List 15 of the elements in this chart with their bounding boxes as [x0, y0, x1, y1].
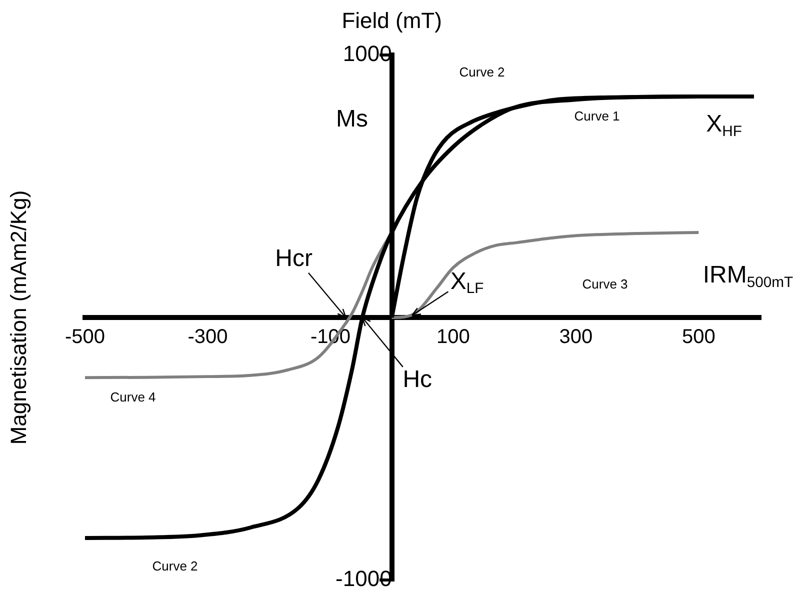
x-tick-label: -500 — [64, 326, 106, 348]
annotation: Curve 4 — [110, 390, 156, 405]
x-tick-label: 100 — [436, 326, 470, 348]
annotation: Curve 1 — [574, 108, 620, 124]
x-tick-label: 500 — [682, 326, 716, 348]
x-tick-label: -300 — [188, 326, 228, 348]
annotation: Hcr — [275, 245, 312, 272]
x-axis-title: Field (mT) — [342, 8, 442, 34]
annotation: Curve 2 — [152, 558, 198, 574]
annotation: Hc — [402, 366, 432, 394]
annotation: Curve 3 — [582, 276, 628, 292]
annotation: Curve 2 — [459, 64, 505, 80]
x-tick-label: 300 — [559, 326, 593, 348]
annotation: Ms — [336, 106, 368, 133]
y-axis-title: Magnetisation (mAm2/Kg) — [6, 190, 32, 445]
